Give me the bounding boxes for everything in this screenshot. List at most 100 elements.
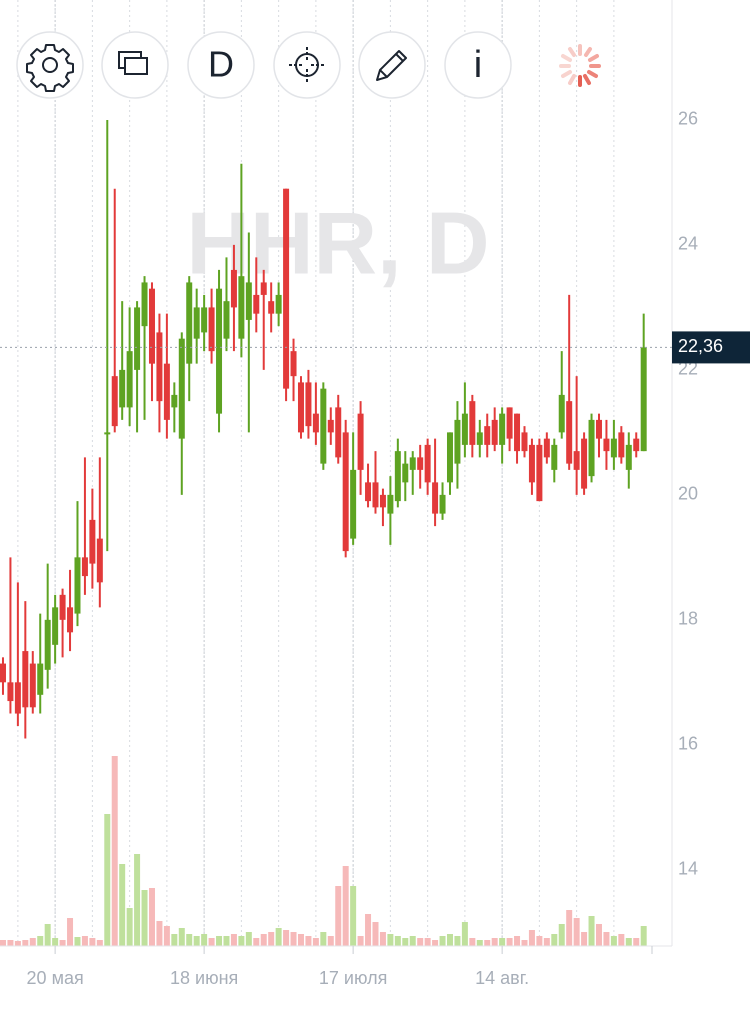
candle-body: [193, 307, 200, 339]
volume-bar: [126, 908, 133, 946]
candle-body: [491, 419, 498, 445]
axes: 14 16 18 20 22 24 26 28 20 мая 18 июня 17 июля 14 а…: [0, 0, 750, 988]
volume-bar: [216, 936, 223, 946]
y-tick-label: 20: [678, 484, 698, 504]
volume-bar: [156, 921, 163, 946]
candle-body: [536, 444, 543, 502]
volume-bar: [245, 932, 252, 946]
volume-bar: [424, 938, 431, 946]
candle-body: [461, 413, 468, 445]
y-tick-label: 22: [678, 359, 698, 379]
y-tick-label: 14: [678, 859, 698, 879]
volume-bar: [454, 936, 461, 946]
candle-body: [52, 607, 59, 645]
candle-body: [104, 432, 111, 435]
candle-body: [171, 394, 178, 408]
volume-bar: [141, 890, 148, 946]
volume-bar: [7, 940, 14, 946]
candle-body: [81, 557, 88, 577]
volume-bar: [484, 940, 491, 946]
candle-body: [148, 288, 155, 364]
candle-body: [514, 413, 521, 452]
volume-bar: [119, 864, 126, 946]
volume-bar: [96, 940, 103, 946]
y-tick-label: 16: [678, 734, 698, 754]
draw-button[interactable]: [358, 31, 426, 99]
compare-button[interactable]: [101, 31, 169, 99]
volume-bar: [81, 936, 88, 946]
volume-bar: [335, 886, 342, 946]
volume-bar: [253, 938, 260, 946]
volume-bar: [595, 924, 602, 946]
volume-bar: [268, 932, 275, 946]
candle-body: [186, 282, 193, 364]
candle-body: [305, 382, 312, 427]
candle-body: [640, 347, 647, 452]
candle-body: [379, 494, 386, 508]
last-price-label: 22,36: [678, 336, 723, 356]
candle-body: [275, 294, 282, 314]
y-tick-label: 28: [678, 0, 698, 4]
volume-bar: [59, 940, 66, 946]
candle-body: [365, 482, 372, 502]
volume-bar: [543, 938, 550, 946]
volume-bar: [551, 934, 558, 946]
x-tick-label: 14 авг.: [475, 968, 529, 988]
volume-bar: [290, 932, 297, 946]
candle-body: [22, 651, 29, 708]
volume-bar: [22, 940, 29, 946]
volume-bar: [283, 930, 290, 946]
candle-body: [350, 469, 357, 539]
volume-bar: [573, 918, 580, 946]
interval-button[interactable]: D: [187, 31, 255, 99]
x-tick-label: 17 июля: [319, 968, 387, 988]
candle-body: [245, 282, 252, 320]
info-button[interactable]: i: [444, 31, 512, 99]
volume-bar: [44, 924, 51, 946]
volume-bar: [476, 940, 483, 946]
volume-bar: [342, 866, 349, 946]
candle-body: [528, 444, 535, 483]
candle-body: [201, 307, 208, 333]
volume-bar: [514, 936, 521, 946]
candle-body: [67, 607, 74, 633]
candle-body: [126, 351, 133, 408]
candle-body: [297, 382, 304, 433]
volume-bar: [29, 938, 36, 946]
candle-body: [372, 482, 379, 508]
toolbar: D i: [16, 31, 601, 99]
settings-button[interactable]: [16, 31, 84, 99]
candle-body: [141, 282, 148, 327]
loading-spinner: [559, 44, 601, 87]
candle-body: [327, 419, 334, 433]
candle-body: [178, 338, 185, 439]
volume-bar: [208, 938, 215, 946]
candle-body: [290, 351, 297, 377]
candle-body: [208, 307, 215, 352]
candle-body: [223, 301, 230, 339]
crosshair-button[interactable]: [273, 31, 341, 99]
candle-body: [476, 432, 483, 445]
volume-bar: [312, 938, 319, 946]
candle-body: [230, 269, 237, 308]
volume-bar: [633, 938, 640, 946]
volume-bar: [186, 934, 193, 946]
volume-bar: [499, 938, 506, 946]
candle-body: [89, 519, 96, 564]
candle-body: [625, 444, 632, 470]
candle-body: [14, 682, 21, 714]
volume-bar: [37, 936, 44, 946]
candle-body: [588, 419, 595, 477]
candle-body: [573, 451, 580, 470]
volume-bar: [104, 814, 111, 946]
volume-bar: [357, 936, 364, 946]
candle-body: [521, 432, 528, 452]
candle-body: [454, 419, 461, 464]
candle-body: [439, 494, 446, 514]
volume-bar: [640, 926, 647, 946]
volume-bar: [402, 938, 409, 946]
interval-text: D: [208, 44, 234, 85]
candle-body: [283, 188, 290, 389]
candle-body: [119, 369, 126, 408]
volume-bar: [446, 934, 453, 946]
